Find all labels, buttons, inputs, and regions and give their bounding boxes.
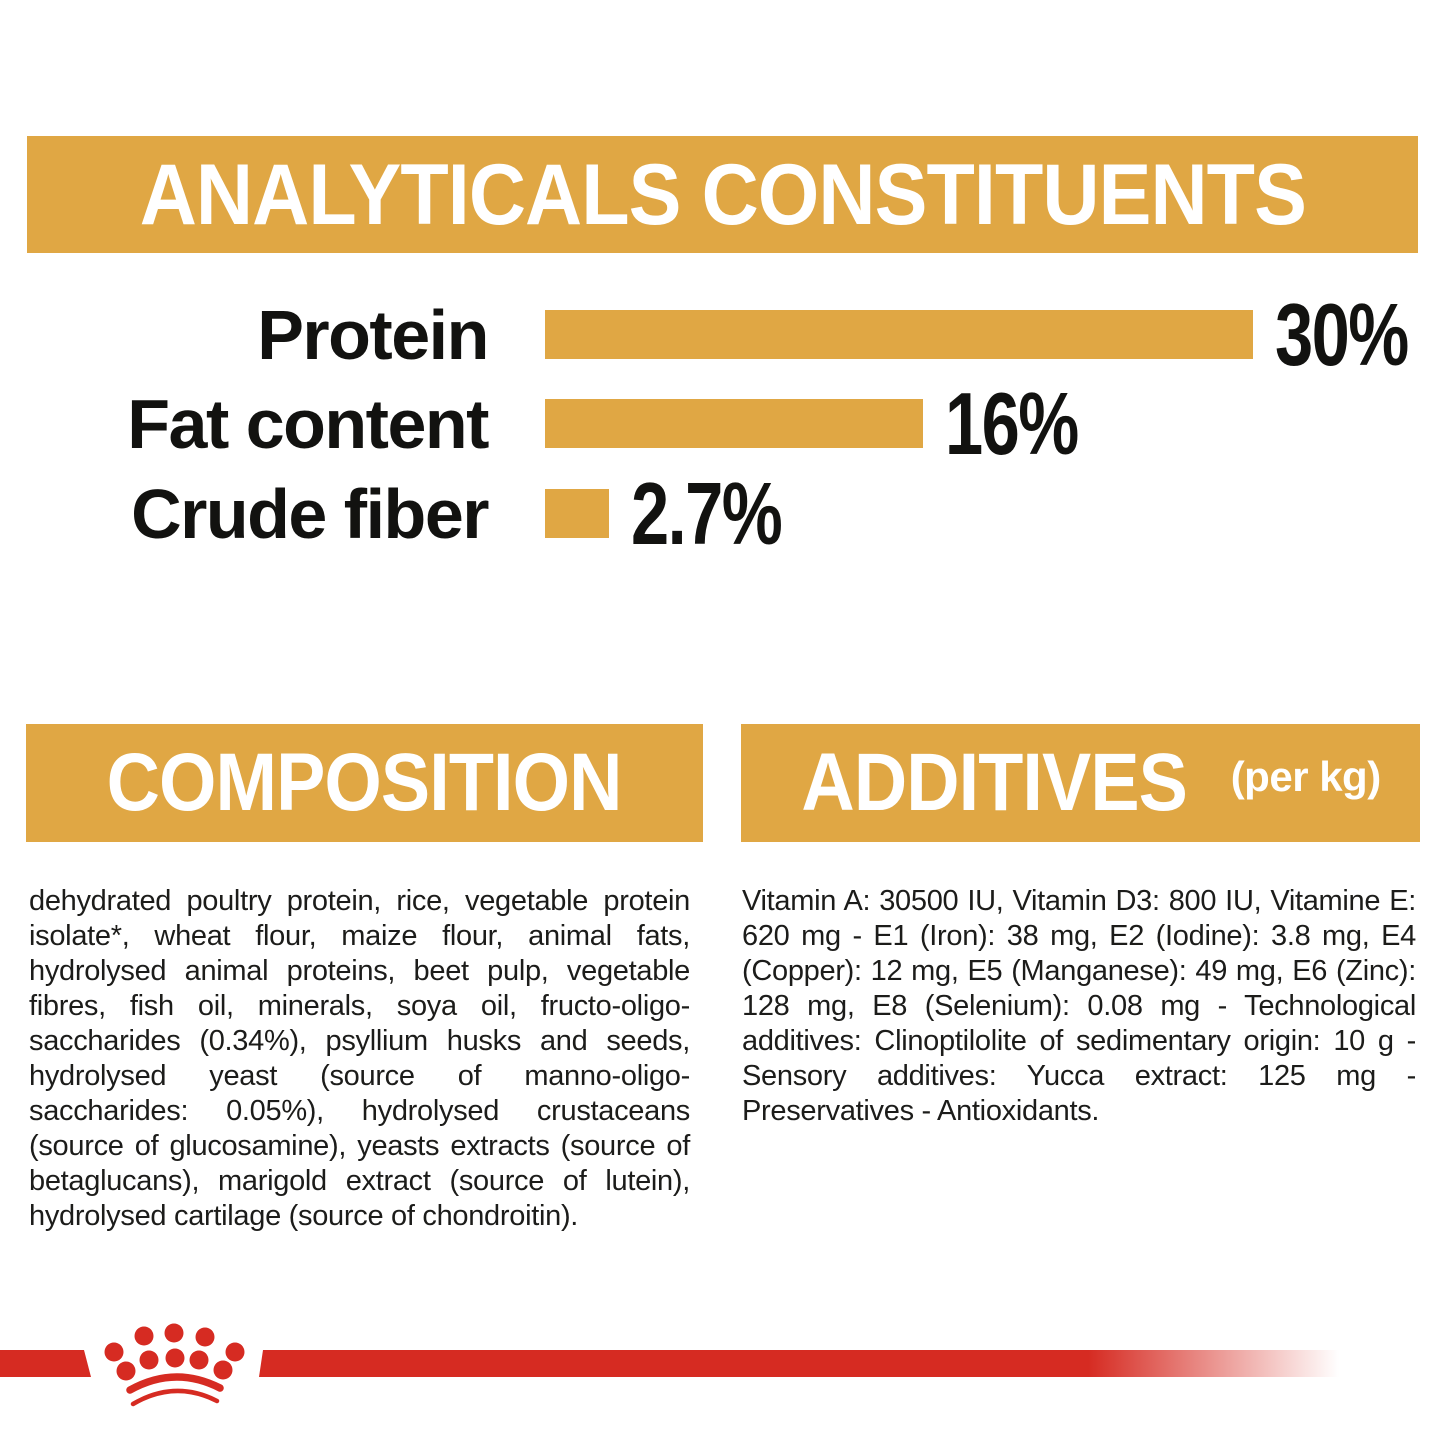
crown-base-arcs — [126, 1373, 224, 1407]
chart-value-label: 30% — [1274, 284, 1409, 384]
chart-bar — [545, 399, 923, 448]
chart-category-label: Protein — [257, 295, 489, 374]
footer-stripe-right — [259, 1350, 1350, 1377]
chart-value-label: 16% — [944, 373, 1079, 473]
footer-stripe-left — [0, 1350, 91, 1377]
composition-text: dehydrated poultry protein, rice, vegeta… — [29, 885, 690, 1232]
additives-header-banner: ADDITIVES (per kg) — [741, 724, 1420, 842]
chart-bar — [545, 489, 609, 538]
chart-value-label: 2.7% — [630, 463, 783, 563]
additives-title-suffix: (per kg) — [1230, 753, 1382, 800]
crown-dots — [104, 1323, 245, 1381]
chart-category-label: Crude fiber — [131, 474, 489, 553]
additives-text: Vitamin A: 30500 IU, Vitamin D3: 800 IU,… — [742, 885, 1416, 1127]
royal-canin-crown-icon — [104, 1323, 245, 1407]
composition-header-banner: COMPOSITION — [26, 724, 703, 842]
additives-title: ADDITIVES — [801, 737, 1188, 828]
analyticals-title: ANALYTICALS CONSTITUENTS — [139, 146, 1306, 243]
chart-category-label: Fat content — [127, 384, 489, 463]
chart-row: Crude fiber 2.7% — [0, 469, 1445, 557]
composition-title: COMPOSITION — [107, 737, 623, 828]
chart-bar — [544, 310, 1253, 359]
chart-row: Protein 30% — [0, 290, 1445, 378]
chart-row: Fat content 16% — [0, 379, 1445, 467]
analyticals-header-banner: ANALYTICALS CONSTITUENTS — [27, 136, 1418, 253]
